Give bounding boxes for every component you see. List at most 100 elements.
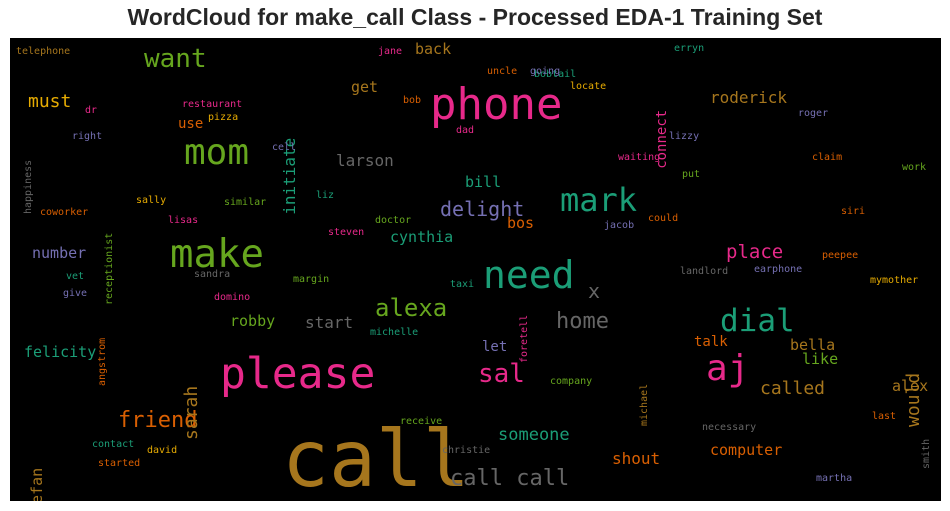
word-home: home xyxy=(556,309,609,334)
word-friend: friend xyxy=(118,408,198,433)
word-call: call xyxy=(282,415,470,501)
word-alex: alex xyxy=(892,377,929,395)
word-claim: claim xyxy=(812,152,843,163)
word-siri: siri xyxy=(841,206,866,217)
word-bob: bob xyxy=(403,95,422,106)
word-someone: someone xyxy=(498,425,570,445)
word-michael: michael xyxy=(639,383,650,426)
word-put: put xyxy=(682,169,701,180)
word-locate: locate xyxy=(570,81,607,92)
word-use: use xyxy=(178,116,204,132)
word-please: please xyxy=(220,349,376,399)
word-company: company xyxy=(550,376,593,387)
word-work: work xyxy=(902,162,927,173)
word-x: x xyxy=(588,279,601,303)
word-bobtail: bobtail xyxy=(534,69,577,80)
word-mymother: mymother xyxy=(870,275,919,286)
word-peepee: peepee xyxy=(822,250,859,261)
word-give: give xyxy=(63,288,88,299)
word-like: like xyxy=(802,350,839,368)
word-sal: sal xyxy=(478,359,525,389)
word-martha: martha xyxy=(816,473,853,484)
word-going: going xyxy=(530,66,561,77)
word-shout: shout xyxy=(612,449,661,468)
word-let: let xyxy=(482,339,508,355)
word-get: get xyxy=(351,78,379,96)
word-lizzy: lizzy xyxy=(669,131,700,142)
word-pizza: pizza xyxy=(208,112,239,123)
word-vet: vet xyxy=(66,271,85,282)
word-margin: margin xyxy=(293,274,330,285)
word-phone: phone xyxy=(430,79,563,130)
word-aj: aj xyxy=(706,348,750,389)
word-earphone: earphone xyxy=(754,264,803,275)
word-happiness: happiness xyxy=(23,159,34,214)
word-sandra: sandra xyxy=(194,269,231,280)
word-liz: liz xyxy=(316,190,335,201)
word-cynthia: cynthia xyxy=(390,228,454,246)
word-robby: robby xyxy=(230,312,276,330)
word-jane: jane xyxy=(378,46,403,57)
word-smith: smith xyxy=(921,438,932,469)
word-delight: delight xyxy=(440,197,525,221)
word-sally: sally xyxy=(136,195,167,206)
word-erryn: erryn xyxy=(674,43,705,54)
word-david: david xyxy=(147,445,178,456)
word-dial: dial xyxy=(720,303,795,339)
word-computer: computer xyxy=(710,441,783,459)
word-mom: mom xyxy=(184,132,250,173)
word-receive: receive xyxy=(400,416,443,427)
word-could: could xyxy=(648,213,679,224)
word-christie: christie xyxy=(442,445,491,456)
word-make: make xyxy=(170,232,264,277)
word-angstrom: angstrom xyxy=(97,337,108,386)
word-roderick: roderick xyxy=(710,88,788,107)
word-waiting: waiting xyxy=(618,152,661,163)
word-started: started xyxy=(98,458,141,469)
word-right: right xyxy=(72,131,103,142)
word-last: last xyxy=(872,411,897,422)
word-call-call: call call xyxy=(450,466,570,491)
word-telephone: telephone xyxy=(16,46,71,57)
word-larson: larson xyxy=(336,151,394,170)
word-michelle: michelle xyxy=(370,327,419,338)
word-place: place xyxy=(726,241,784,263)
word-stefan: stefan xyxy=(28,467,46,501)
word-back: back xyxy=(415,40,452,58)
word-dad: dad xyxy=(456,125,475,136)
word-receptionist: receptionist xyxy=(104,232,115,305)
word-want: want xyxy=(144,44,207,74)
word-restaurant: restaurant xyxy=(182,99,243,110)
word-foretell: foretell xyxy=(519,314,530,363)
word-talk: talk xyxy=(694,334,728,350)
word-coworker: coworker xyxy=(40,207,89,218)
word-taxi: taxi xyxy=(450,279,475,290)
word-alexa: alexa xyxy=(375,294,448,322)
word-necessary: necessary xyxy=(702,422,757,433)
word-steven: steven xyxy=(328,227,365,238)
word-called: called xyxy=(760,378,826,399)
word-domino: domino xyxy=(214,292,251,303)
word-doctor: doctor xyxy=(375,215,412,226)
word-cell: cell xyxy=(272,142,297,153)
word-uncle: uncle xyxy=(487,66,518,77)
word-similar: similar xyxy=(224,197,267,208)
word-bos: bos xyxy=(507,214,535,232)
word-sarah: sarah xyxy=(181,385,202,440)
word-felicity: felicity xyxy=(24,343,97,361)
word-jacob: jacob xyxy=(604,220,635,231)
word-start: start xyxy=(305,313,354,332)
word-mark: mark xyxy=(560,181,638,219)
wordcloud-canvas: call please phone make need mom aj mark dial want… xyxy=(10,38,941,501)
chart-title: WordCloud for make_call Class - Processe… xyxy=(127,4,823,30)
word-dr: dr xyxy=(85,105,98,116)
word-landlord: landlord xyxy=(680,266,729,277)
word-roger: roger xyxy=(798,108,829,119)
word-need: need xyxy=(483,253,575,297)
word-lisas: lisas xyxy=(168,215,199,226)
word-contact: contact xyxy=(92,439,135,450)
word-must: must xyxy=(28,91,72,112)
word-bill: bill xyxy=(465,173,502,191)
word-number: number xyxy=(32,244,87,262)
word-bella: bella xyxy=(790,336,836,354)
